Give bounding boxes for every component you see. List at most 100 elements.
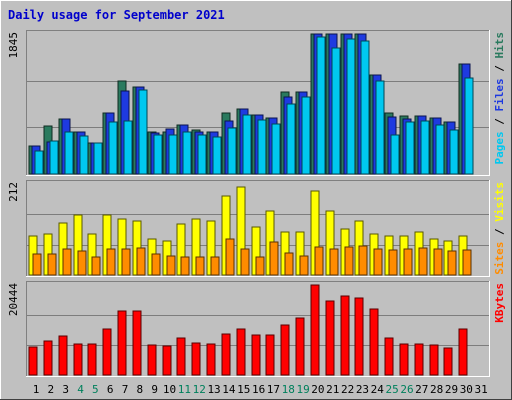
bar-pages bbox=[390, 134, 400, 175]
bar-pages bbox=[435, 124, 445, 175]
x-tick-label: 1 bbox=[33, 383, 40, 396]
legend-entry: KBytes bbox=[493, 283, 506, 323]
bar-kbytes bbox=[265, 334, 275, 376]
legend-entry: Sites bbox=[493, 242, 506, 275]
bar-kbytes bbox=[399, 343, 409, 376]
bar-sites bbox=[433, 248, 443, 276]
bar-pages bbox=[138, 89, 148, 175]
bar-sites bbox=[329, 248, 339, 276]
bar-sites bbox=[136, 247, 146, 276]
bar-kbytes bbox=[354, 297, 364, 376]
x-tick-label: 24 bbox=[371, 383, 385, 396]
bar-kbytes bbox=[384, 337, 394, 376]
legend-entry: Visits bbox=[493, 182, 506, 222]
bar-pages bbox=[49, 140, 59, 175]
y-series-label: Pages / Files / Hits bbox=[493, 32, 506, 165]
bar-sites bbox=[284, 252, 294, 276]
bar-sites bbox=[388, 249, 398, 276]
bar-kbytes bbox=[162, 345, 172, 376]
bar-pages bbox=[346, 38, 356, 175]
bar-pages bbox=[405, 121, 415, 175]
bar-sites bbox=[32, 253, 42, 276]
bar-pages bbox=[182, 131, 192, 175]
bar-pages bbox=[79, 135, 89, 175]
y-max-label: 212 bbox=[7, 182, 20, 202]
bar-kbytes bbox=[280, 324, 290, 376]
chart-title: Daily usage for September 2021 bbox=[8, 8, 225, 22]
bar-kbytes bbox=[206, 343, 216, 376]
bar-pages bbox=[93, 142, 103, 175]
bar-pages bbox=[64, 131, 74, 175]
y-max-label: 1845 bbox=[7, 32, 20, 59]
x-tick-label: 3 bbox=[62, 383, 69, 396]
x-tick-label: 18 bbox=[282, 383, 295, 396]
bar-kbytes bbox=[58, 335, 68, 376]
bar-sites bbox=[121, 248, 131, 276]
bar-sites bbox=[418, 247, 428, 276]
bar-pages bbox=[168, 134, 178, 175]
legend-entry: Files bbox=[493, 78, 506, 111]
bar-pages bbox=[286, 103, 296, 175]
bar-sites bbox=[299, 255, 309, 276]
bar-pages bbox=[123, 120, 133, 175]
bar-kbytes bbox=[73, 343, 83, 376]
x-tick-label: 19 bbox=[296, 383, 309, 396]
bar-kbytes bbox=[87, 343, 97, 376]
bar-sites bbox=[462, 249, 472, 276]
bar-pages bbox=[301, 96, 311, 175]
x-tick-label: 10 bbox=[163, 383, 176, 396]
x-tick-label: 17 bbox=[267, 383, 280, 396]
bar-pages bbox=[34, 150, 44, 175]
x-tick-label: 23 bbox=[356, 383, 369, 396]
bar-sites bbox=[166, 255, 176, 276]
legend-separator: / bbox=[493, 112, 506, 132]
bar-sites bbox=[77, 250, 87, 276]
x-tick-label: 26 bbox=[400, 383, 413, 396]
bar-sites bbox=[180, 256, 190, 276]
bar-pages bbox=[227, 127, 237, 175]
bar-kbytes bbox=[221, 333, 231, 376]
x-tick-label: 14 bbox=[222, 383, 236, 396]
bar-sites bbox=[447, 250, 457, 276]
legend-separator: / bbox=[493, 59, 506, 79]
bar-sites bbox=[344, 246, 354, 276]
x-tick-label: 31 bbox=[475, 383, 488, 396]
x-tick-label: 7 bbox=[122, 383, 129, 396]
bar-pages bbox=[271, 123, 281, 175]
bar-kbytes bbox=[191, 342, 201, 376]
bar-sites bbox=[151, 253, 161, 276]
bar-kbytes bbox=[28, 346, 38, 376]
bar-kbytes bbox=[43, 340, 53, 376]
bar-sites bbox=[47, 253, 57, 276]
bar-sites bbox=[225, 238, 235, 276]
bar-kbytes bbox=[236, 328, 246, 376]
bar-kbytes bbox=[117, 310, 127, 376]
bar-pages bbox=[331, 47, 341, 175]
x-tick-label: 13 bbox=[207, 383, 220, 396]
bar-kbytes bbox=[429, 344, 439, 376]
bar-sites bbox=[314, 246, 324, 276]
bar-pages bbox=[212, 136, 222, 175]
y-series-label: KBytes bbox=[493, 283, 506, 323]
bar-sites bbox=[269, 241, 279, 276]
y-series-label: Sites / Visits bbox=[493, 182, 506, 275]
x-tick-label: 22 bbox=[341, 383, 354, 396]
bar-pages bbox=[449, 129, 459, 175]
bar-pages bbox=[242, 114, 252, 175]
x-tick-label: 11 bbox=[178, 383, 191, 396]
x-tick-label: 27 bbox=[415, 383, 428, 396]
x-tick-label: 5 bbox=[92, 383, 99, 396]
legend-entry: Hits bbox=[493, 32, 506, 59]
x-tick-label: 2 bbox=[48, 383, 55, 396]
bar-kbytes bbox=[176, 337, 186, 376]
bar-pages bbox=[360, 40, 370, 175]
y-max-label: 20444 bbox=[7, 283, 20, 316]
x-tick-label: 29 bbox=[445, 383, 458, 396]
bar-pages bbox=[153, 134, 163, 175]
x-tick-label: 21 bbox=[326, 383, 339, 396]
bar-sites bbox=[210, 256, 220, 276]
bar-kbytes bbox=[310, 284, 320, 376]
bar-sites bbox=[240, 248, 250, 276]
bar-kbytes bbox=[147, 344, 157, 376]
